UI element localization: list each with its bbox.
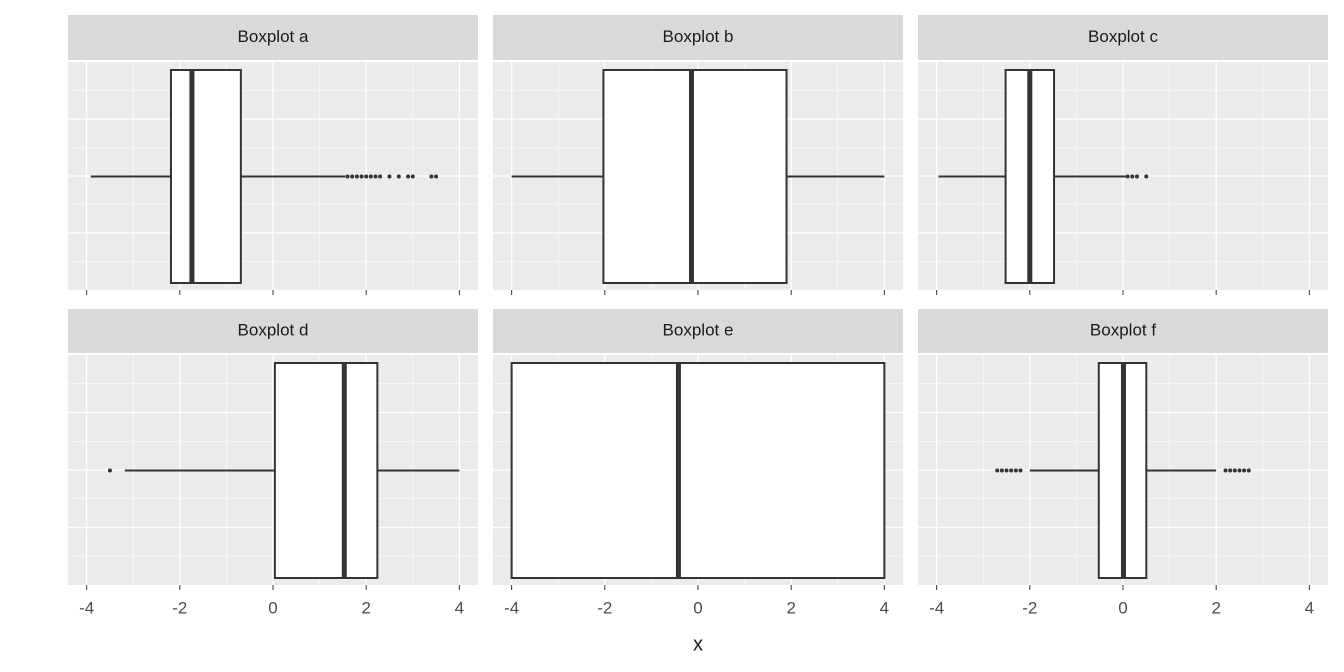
outlier: [1232, 468, 1237, 473]
strip: [68, 309, 478, 353]
outlier: [429, 174, 434, 179]
x-tick-label: 4: [880, 598, 889, 617]
x-tick-label: -4: [929, 598, 944, 617]
outlier: [1009, 468, 1014, 473]
strip: [918, 309, 1328, 353]
panel-title: Boxplot d: [238, 320, 309, 339]
x-tick-label: 0: [268, 598, 277, 617]
strip: [493, 309, 903, 353]
strip: [918, 15, 1328, 60]
x-tick-label: 0: [693, 598, 702, 617]
panel-title: Boxplot c: [1088, 27, 1158, 46]
box: [602, 69, 788, 284]
outlier: [1223, 468, 1228, 473]
outlier: [354, 174, 359, 179]
x-tick-label: 4: [1305, 598, 1314, 617]
outlier: [373, 174, 378, 179]
panel-title: Boxplot e: [663, 320, 734, 339]
x-tick-label: -2: [597, 598, 612, 617]
outlier: [1242, 468, 1247, 473]
outlier: [378, 174, 383, 179]
outlier: [1228, 468, 1233, 473]
x-tick-label: -4: [79, 598, 94, 617]
outlier: [350, 174, 355, 179]
outlier: [1144, 174, 1149, 179]
x-tick-label: 2: [1211, 598, 1220, 617]
outlier: [364, 174, 369, 179]
outlier: [406, 174, 411, 179]
x-tick-label: -4: [504, 598, 519, 617]
outlier: [1237, 468, 1242, 473]
outlier: [387, 174, 392, 179]
outlier: [345, 174, 350, 179]
outlier: [995, 468, 1000, 473]
x-tick-label: -2: [172, 598, 187, 617]
strip: [493, 15, 903, 60]
outlier: [410, 174, 415, 179]
outlier: [1018, 468, 1023, 473]
x-tick-label: 0: [1118, 598, 1127, 617]
outlier: [359, 174, 364, 179]
box: [510, 362, 886, 579]
outlier: [1013, 468, 1018, 473]
panel-title: Boxplot b: [663, 27, 734, 46]
strip: [68, 15, 478, 60]
outlier: [1130, 174, 1135, 179]
x-tick-label: -2: [1022, 598, 1037, 617]
panel-title: Boxplot a: [238, 27, 309, 46]
outlier: [107, 468, 112, 473]
outlier: [368, 174, 373, 179]
outlier: [999, 468, 1004, 473]
x-axis-label: x: [693, 633, 703, 655]
x-tick-label: 2: [361, 598, 370, 617]
x-tick-label: 4: [455, 598, 464, 617]
outlier: [434, 174, 439, 179]
outlier: [396, 174, 401, 179]
panel-title: Boxplot f: [1090, 320, 1156, 339]
x-tick-label: 2: [786, 598, 795, 617]
outlier: [1246, 468, 1251, 473]
box: [169, 69, 242, 284]
box: [273, 362, 379, 579]
outlier: [1004, 468, 1009, 473]
outlier: [1134, 174, 1139, 179]
outlier: [1125, 174, 1130, 179]
